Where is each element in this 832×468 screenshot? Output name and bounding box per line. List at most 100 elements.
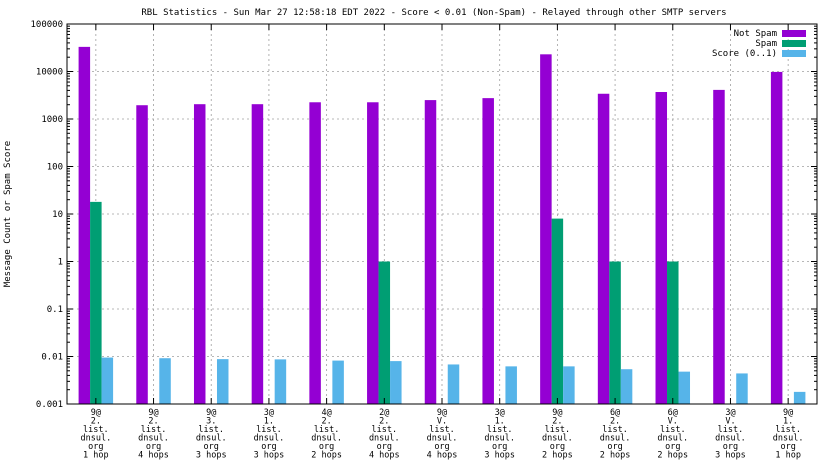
grid-lines: [67, 23, 817, 405]
x-tick-label: 1.: [783, 417, 793, 427]
x-tick-label: 2.: [379, 417, 389, 427]
bar-spam: [609, 261, 621, 404]
x-tick-label: V.: [668, 417, 678, 427]
bar-not-spam: [482, 98, 494, 404]
x-tick-label: org: [550, 442, 565, 452]
x-tick-label: list.: [602, 425, 628, 435]
legend-label: Spam: [755, 39, 777, 49]
x-tick-label: 9@: [91, 408, 101, 418]
bar-spam: [667, 261, 679, 404]
bar-not-spam: [713, 89, 725, 405]
x-tick-label: 3 hops: [484, 451, 515, 461]
x-tick-label: list.: [83, 425, 109, 435]
legend-swatch: [782, 50, 806, 57]
x-tick-label: 1 hop: [775, 451, 801, 461]
x-tick-label: dnsul.: [427, 434, 458, 444]
x-tick-label: list.: [372, 425, 398, 435]
x-tick-label: org: [377, 442, 392, 452]
x-tick-label: 9@: [783, 408, 793, 418]
x-tick-label: org: [607, 442, 622, 452]
legend-label: Not Spam: [734, 29, 777, 39]
x-tick-label: 3 hops: [196, 451, 227, 461]
x-tick-label: list.: [198, 425, 224, 435]
y-tick-label: 0.01: [41, 353, 63, 363]
bar-not-spam: [367, 102, 379, 404]
x-tick-label: dnsul.: [138, 434, 169, 444]
x-tick-label: list.: [660, 425, 686, 435]
x-tick-label: 3@: [264, 408, 274, 418]
legend-swatch: [782, 40, 806, 47]
x-tick-label: 3@: [495, 408, 505, 418]
x-tick-label: 9@: [437, 408, 447, 418]
y-tick-label: 0.001: [36, 400, 63, 410]
x-tick-label: org: [665, 442, 680, 452]
x-tick-label: 9@: [552, 408, 562, 418]
x-tick-label: dnsul.: [196, 434, 227, 444]
x-tick-label: org: [261, 442, 276, 452]
x-tick-label: org: [723, 442, 738, 452]
x-tick-label: 2.: [552, 417, 562, 427]
axis-ticks: 0.0010.010.11101001000100001000009@2.lis…: [30, 20, 817, 461]
x-tick-label: org: [88, 442, 103, 452]
x-tick-label: 1.: [264, 417, 274, 427]
bar-not-spam: [655, 92, 668, 404]
x-tick-label: 2.: [610, 417, 620, 427]
x-tick-label: dnsul.: [773, 434, 804, 444]
bar-score: [216, 359, 229, 404]
y-axis-label: Message Count or Spam Score: [3, 141, 13, 287]
x-tick-label: list.: [314, 425, 340, 435]
x-tick-label: dnsul.: [542, 434, 573, 444]
x-tick-label: 6@: [610, 408, 620, 418]
x-tick-label: 3@: [725, 408, 735, 418]
x-tick-label: 2.: [148, 417, 158, 427]
x-tick-label: 9@: [148, 408, 158, 418]
x-tick-label: 1.: [495, 417, 505, 427]
x-tick-label: org: [434, 442, 449, 452]
x-tick-label: dnsul.: [715, 434, 746, 444]
y-tick-label: 10: [52, 210, 63, 220]
bar-spam: [551, 218, 564, 404]
x-tick-label: 4 hops: [427, 451, 458, 461]
x-tick-label: 3.: [206, 417, 216, 427]
bar-not-spam: [251, 104, 264, 405]
bar-score: [505, 366, 517, 404]
bar-not-spam: [540, 54, 552, 404]
bar-not-spam: [193, 104, 206, 405]
x-tick-label: 3 hops: [254, 451, 285, 461]
bar-score: [563, 366, 575, 404]
x-tick-label: 3 hops: [715, 451, 746, 461]
x-tick-label: 2 hops: [542, 451, 573, 461]
bar-not-spam: [424, 100, 437, 405]
bar-score: [332, 360, 344, 404]
chart-title: RBL Statistics - Sun Mar 27 12:58:18 EDT…: [141, 8, 726, 18]
bar-not-spam: [78, 46, 91, 405]
bars: [78, 46, 806, 405]
x-tick-label: org: [780, 442, 795, 452]
y-tick-label: 0.1: [47, 305, 63, 315]
bar-score: [736, 373, 748, 404]
bar-not-spam: [136, 105, 148, 404]
x-tick-label: 2.: [321, 417, 331, 427]
y-tick-label: 1000: [41, 115, 63, 125]
bar-score: [101, 357, 114, 404]
y-tick-label: 1: [58, 258, 63, 268]
x-tick-label: 1 hop: [83, 451, 109, 461]
x-tick-label: 2 hops: [657, 451, 688, 461]
bar-not-spam: [770, 71, 783, 405]
bar-score: [274, 359, 287, 404]
x-tick-label: list.: [545, 425, 571, 435]
x-tick-label: 6@: [668, 408, 678, 418]
bar-not-spam: [597, 93, 610, 404]
x-tick-label: 4 hops: [138, 451, 169, 461]
x-tick-label: dnsul.: [369, 434, 400, 444]
x-tick-label: list.: [775, 425, 801, 435]
x-tick-label: org: [146, 442, 161, 452]
x-tick-label: dnsul.: [80, 434, 111, 444]
bar-spam: [90, 201, 102, 404]
x-tick-label: list.: [141, 425, 167, 435]
legend-swatch: [782, 30, 806, 37]
x-tick-label: V.: [437, 417, 447, 427]
y-tick-label: 100: [47, 163, 63, 173]
